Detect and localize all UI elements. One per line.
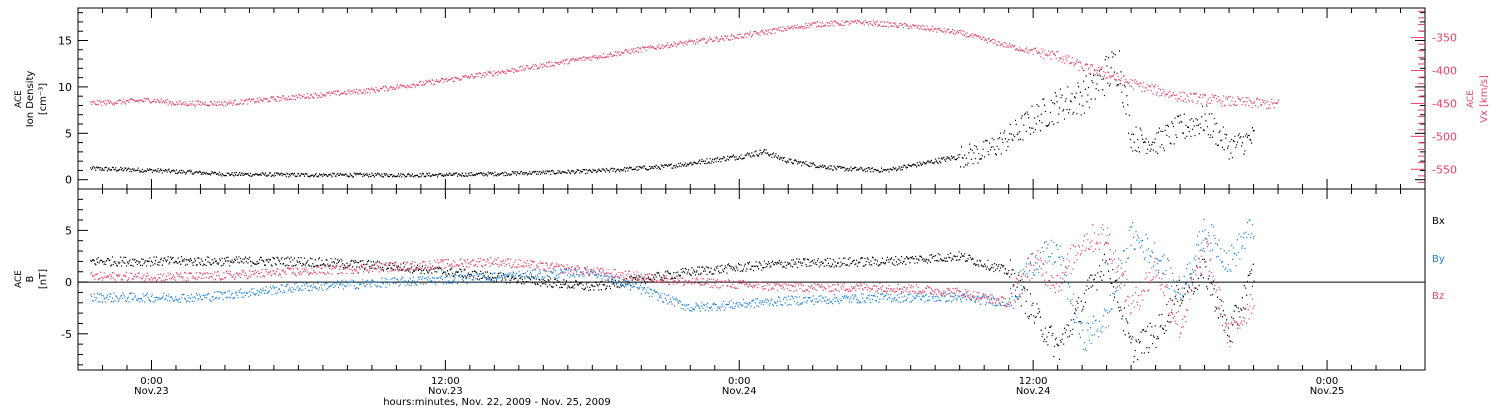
x-tick-time-label: 0:00 <box>1316 376 1338 387</box>
top-series-group <box>90 19 1280 178</box>
b-series-bz <box>90 224 1255 348</box>
x-tick-date-label: Nov.23 <box>428 386 463 397</box>
top-right-ylabel-line1: ACE <box>1466 90 1476 108</box>
top-right-tick-label: -500 <box>1432 130 1457 143</box>
b-series-by <box>90 218 1255 352</box>
bottom-left-axis: -5 0 5 <box>61 198 88 366</box>
top-left-tick-label: 15 <box>58 34 72 47</box>
x-tick-time-label: 12:00 <box>431 376 460 387</box>
ion-density-series <box>90 50 1255 178</box>
x-axis: 0:00Nov.2312:00Nov.230:00Nov.2412:00Nov.… <box>77 8 1426 397</box>
vx-series <box>90 19 1280 110</box>
bottom-left-tick-label: -5 <box>61 328 72 341</box>
bottom-series-group <box>90 218 1255 363</box>
bottom-ylabel-line3: [nT] <box>38 269 49 289</box>
bottom-panel-magnetic-field: -5 0 5 ACE B [nT] Bx By Bz <box>14 188 1445 371</box>
top-right-ylabel-line2: Vx [km/s] <box>1479 75 1490 123</box>
top-right-axis: -350 -400 -450 -500 -550 <box>1411 10 1457 183</box>
top-right-tick-label: -450 <box>1432 97 1457 110</box>
x-tick-time-label: 12:00 <box>1019 376 1048 387</box>
x-tick-time-label: 0:00 <box>140 376 162 387</box>
top-panel-frame <box>77 7 1426 190</box>
x-tick-date-label: Nov.25 <box>1310 386 1345 397</box>
bottom-ylabel-line2: B <box>25 275 36 282</box>
legend-bz: Bz <box>1432 291 1444 302</box>
top-ylabel-line2: Ion Density <box>25 71 36 128</box>
x-tick-date-label: Nov.24 <box>722 386 757 397</box>
top-left-tick-label: 5 <box>65 127 72 140</box>
x-tick-date-label: Nov.23 <box>134 386 169 397</box>
top-ylabel-line3: [cm⁻³] <box>38 83 49 115</box>
x-tick-time-label: 0:00 <box>728 376 750 387</box>
top-ylabel-line1: ACE <box>14 90 24 108</box>
x-tick-date-label: Nov.24 <box>1016 386 1051 397</box>
bottom-left-tick-label: 0 <box>65 276 72 289</box>
legend-by: By <box>1432 254 1445 265</box>
legend-bx: Bx <box>1432 216 1445 227</box>
bottom-left-tick-label: 5 <box>65 224 72 237</box>
top-right-tick-label: -550 <box>1432 163 1457 176</box>
top-right-tick-label: -400 <box>1432 65 1457 78</box>
bottom-ylabel-line1: ACE <box>14 270 24 288</box>
top-left-tick-label: 10 <box>58 81 72 94</box>
bottom-panel-frame <box>77 188 1426 371</box>
top-right-tick-label: -350 <box>1432 32 1457 45</box>
top-left-tick-label: 0 <box>65 174 72 187</box>
x-axis-label: hours:minutes, Nov. 22, 2009 - Nov. 25, … <box>383 397 611 408</box>
top-panel-density-velocity: 0 5 10 15 -350 -400 -450 -500 -550 ACE Ion Dens… <box>14 7 1490 190</box>
b-series-bx <box>90 242 1255 363</box>
top-left-axis: 0 5 10 15 <box>58 12 1425 187</box>
